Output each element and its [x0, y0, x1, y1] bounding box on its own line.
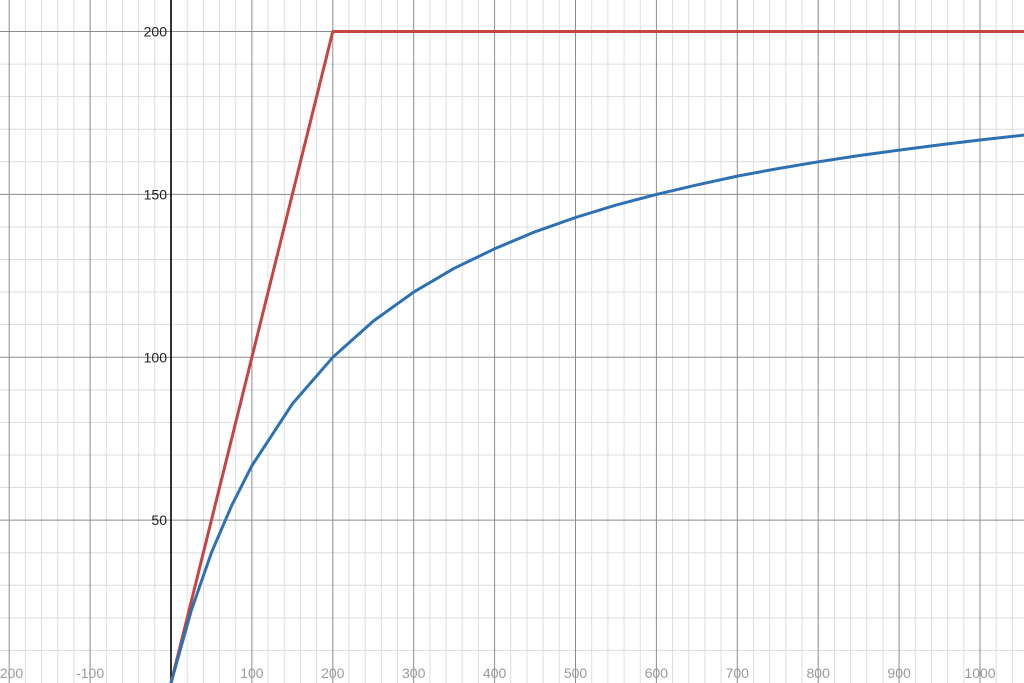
- x-tick-label: 900: [887, 665, 911, 681]
- x-tick-label: -200: [0, 665, 23, 681]
- tick-labels: -200 -100 100 200 300 400 500 600 700 800 900 1000 5…: [0, 24, 996, 682]
- y-tick-label: 200: [144, 24, 168, 40]
- x-tick-label: 300: [402, 665, 426, 681]
- series-group: [169, 30, 1024, 683]
- series-line-2: [169, 133, 1024, 683]
- x-tick-label: 400: [483, 665, 507, 681]
- x-tick-label: -100: [76, 665, 104, 681]
- x-tick-label: 100: [240, 665, 264, 681]
- y-tick-label: 100: [144, 349, 168, 365]
- x-tick-label: 800: [807, 665, 831, 681]
- y-tick-label: 150: [144, 186, 168, 202]
- x-tick-label: 500: [564, 665, 588, 681]
- series-line-1: [169, 30, 1024, 683]
- x-tick-label: 200: [321, 665, 345, 681]
- x-tick-label: 1000: [964, 665, 995, 681]
- x-tick-label: 600: [645, 665, 669, 681]
- x-tick-label: 700: [726, 665, 750, 681]
- y-tick-label: 50: [151, 512, 167, 528]
